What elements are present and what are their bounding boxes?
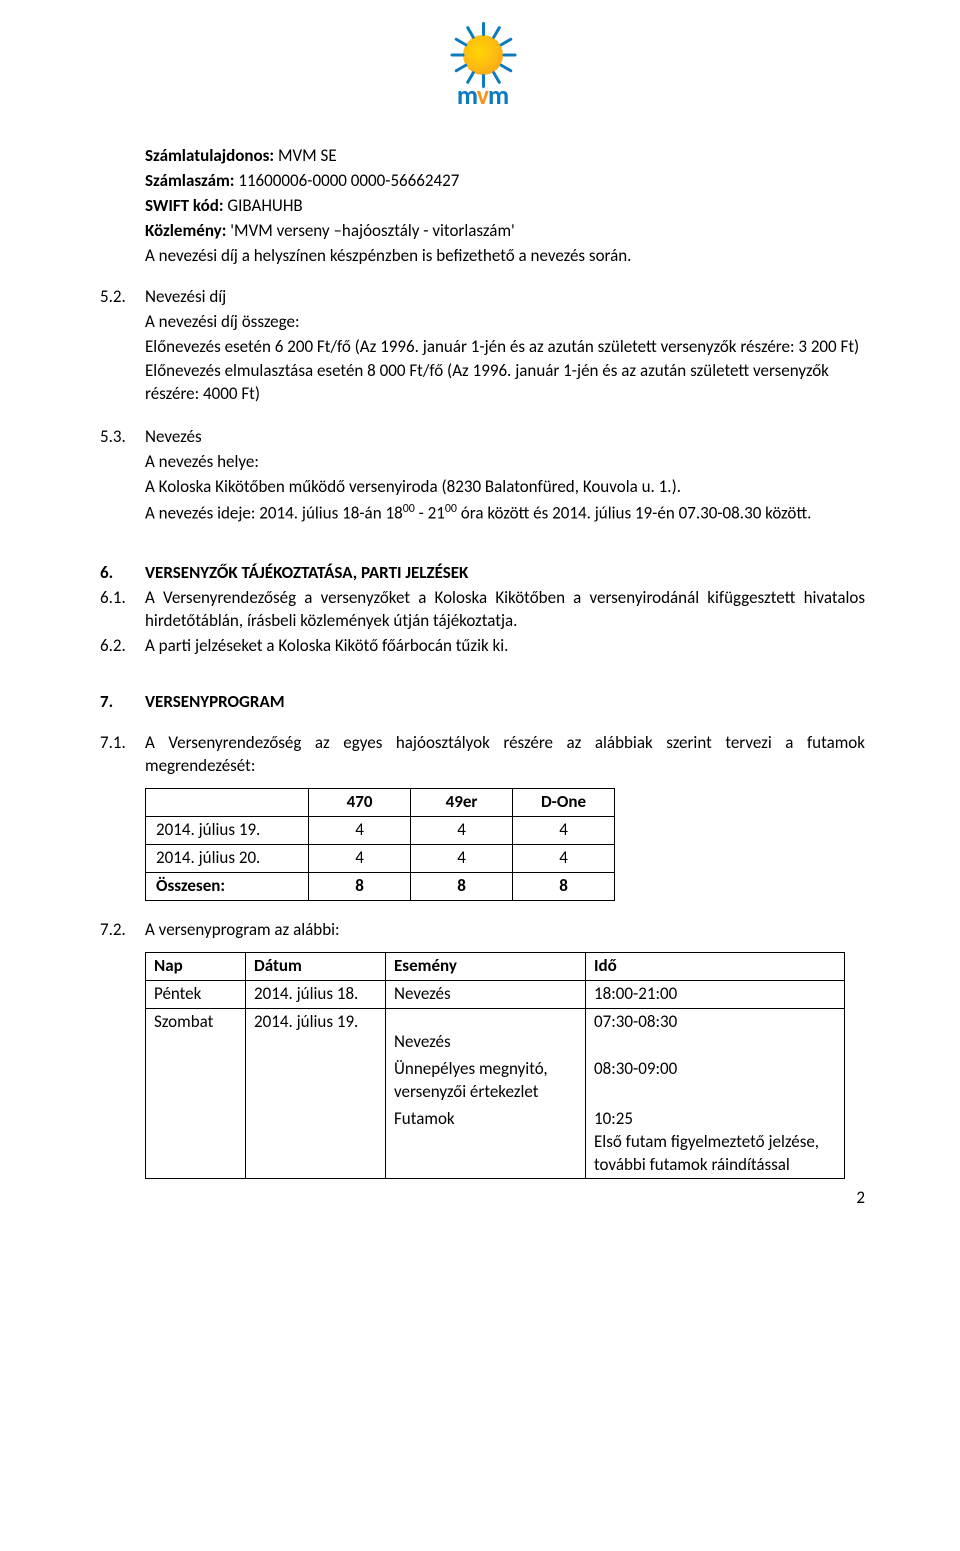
cell-total-label: Összesen: xyxy=(146,873,309,901)
text-7-2: A versenyprogram az alábbi: xyxy=(145,919,865,942)
cell: 4 xyxy=(513,845,615,873)
title-7: VERSENYPROGRAM xyxy=(145,691,865,714)
col-blank xyxy=(146,789,309,817)
note-label: Közlemény: xyxy=(145,220,226,241)
swift-label: SWIFT kód: xyxy=(145,195,224,216)
cell: 4 xyxy=(411,817,513,845)
section-5-2: 5.2. Nevezési díj A nevezési díj összege… xyxy=(100,286,865,409)
num-7-2: 7.2. xyxy=(100,919,133,942)
table-header-row: 470 49er D-One xyxy=(146,789,615,817)
section-5-3: 5.3. Nevezés A nevezés helye: A Koloska … xyxy=(100,426,865,527)
col-event: Esemény xyxy=(386,952,586,980)
text-6-2: A parti jelzéseket a Koloska Kikötő főár… xyxy=(145,635,865,658)
cell: 4 xyxy=(309,817,411,845)
item-7-2: 7.2. A versenyprogram az alábbi: xyxy=(100,919,865,942)
logo-header: mvm xyxy=(100,20,865,127)
col-49er: 49er xyxy=(411,789,513,817)
account-block: Számlatulajdonos: MVM SE Számlaszám: 116… xyxy=(145,145,865,268)
col-day: Nap xyxy=(146,952,246,980)
s53-l2: A Koloska Kikötőben működő versenyiroda … xyxy=(145,476,865,499)
cell-date: 2014. július 19. xyxy=(146,817,309,845)
s52-l1: A nevezési díj összege: xyxy=(145,311,865,334)
item-6-2: 6.2. A parti jelzéseket a Koloska Kikötő… xyxy=(100,635,865,658)
cell-event: Nevezés xyxy=(386,980,586,1008)
heading-7: 7. VERSENYPROGRAM xyxy=(100,691,865,714)
cell: 8 xyxy=(309,873,411,901)
col-time: Idő xyxy=(586,952,845,980)
cell-time: 08:30-09:00 xyxy=(586,1056,845,1106)
s53-l3: A nevezés ideje: 2014. július 18-án 1800… xyxy=(145,501,865,526)
s52-l2: Előnevezés esetén 6 200 Ft/fő (Az 1996. … xyxy=(145,336,865,359)
item-7-1: 7.1. A Versenyrendezőség az egyes hajóos… xyxy=(100,732,865,778)
cell: 4 xyxy=(513,817,615,845)
page-number: 2 xyxy=(100,1187,865,1210)
cell: 4 xyxy=(411,845,513,873)
cell-day: Péntek xyxy=(146,980,246,1008)
col-470: 470 xyxy=(309,789,411,817)
title-6: VERSENYZŐK TÁJÉKOZTATÁSA, PARTI JELZÉSEK xyxy=(145,562,865,585)
cell-date: 2014. július 20. xyxy=(146,845,309,873)
note-value: 'MVM verseny –hajóosztály - vitorlaszám' xyxy=(230,220,515,241)
cell-event: Ünnepélyes megnyitó, versenyzői értekezl… xyxy=(386,1056,586,1106)
num-7: 7. xyxy=(100,691,133,714)
account-sentence: A nevezési díj a helyszínen készpénzben … xyxy=(145,245,865,268)
cell: 8 xyxy=(411,873,513,901)
table-total-row: Összesen: 8 8 8 xyxy=(146,873,615,901)
cell-date: 2014. július 19. xyxy=(246,1008,386,1179)
text-6-1: A Versenyrendezőség a versenyzőket a Kol… xyxy=(145,587,865,633)
cell-date: 2014. július 18. xyxy=(246,980,386,1008)
s53-title: Nevezés xyxy=(145,426,865,449)
num-6: 6. xyxy=(100,562,133,585)
cell-event: Nevezés xyxy=(386,1008,586,1055)
text-7-1: A Versenyrendezőség az egyes hajóosztály… xyxy=(145,732,865,778)
table-row: 2014. július 19. 4 4 4 xyxy=(146,817,615,845)
cell-event: Futamok xyxy=(386,1106,586,1179)
num-6-1: 6.1. xyxy=(100,587,133,633)
table-row: Szombat 2014. július 19. Nevezés 07:30-0… xyxy=(146,1008,845,1055)
mvm-sun-logo: mvm xyxy=(433,20,533,120)
cell-time: 07:30-08:30 xyxy=(586,1008,845,1055)
s52-title: Nevezési díj xyxy=(145,286,865,309)
race-plan-table: 470 49er D-One 2014. július 19. 4 4 4 20… xyxy=(145,788,615,901)
schedule-table: Nap Dátum Esemény Idő Péntek 2014. júliu… xyxy=(145,952,845,1180)
table-row: 2014. július 20. 4 4 4 xyxy=(146,845,615,873)
cell-time: 10:25 Első futam figyelmeztető jelzése, … xyxy=(586,1106,845,1179)
num-6-2: 6.2. xyxy=(100,635,133,658)
col-done: D-One xyxy=(513,789,615,817)
owner-label: Számlatulajdonos: xyxy=(145,145,274,166)
heading-6: 6. VERSENYZŐK TÁJÉKOZTATÁSA, PARTI JELZÉ… xyxy=(100,562,865,585)
item-6-1: 6.1. A Versenyrendezőség a versenyzőket … xyxy=(100,587,865,633)
cell: 8 xyxy=(513,873,615,901)
num-7-1: 7.1. xyxy=(100,732,133,778)
s53-l1: A nevezés helye: xyxy=(145,451,865,474)
cell: 4 xyxy=(309,845,411,873)
num-5-3: 5.3. xyxy=(100,426,133,527)
accountnum-value: 11600006-0000 0000-56662427 xyxy=(238,170,459,191)
owner-value: MVM SE xyxy=(278,145,337,166)
table-header-row: Nap Dátum Esemény Idő xyxy=(146,952,845,980)
s52-l3: Előnevezés elmulasztása esetén 8 000 Ft/… xyxy=(145,360,865,406)
table-row: Péntek 2014. július 18. Nevezés 18:00-21… xyxy=(146,980,845,1008)
swift-value: GIBAHUHB xyxy=(227,195,302,216)
accountnum-label: Számlaszám: xyxy=(145,170,234,191)
cell-day: Szombat xyxy=(146,1008,246,1179)
col-date: Dátum xyxy=(246,952,386,980)
cell-time: 18:00-21:00 xyxy=(586,980,845,1008)
num-5-2: 5.2. xyxy=(100,286,133,409)
